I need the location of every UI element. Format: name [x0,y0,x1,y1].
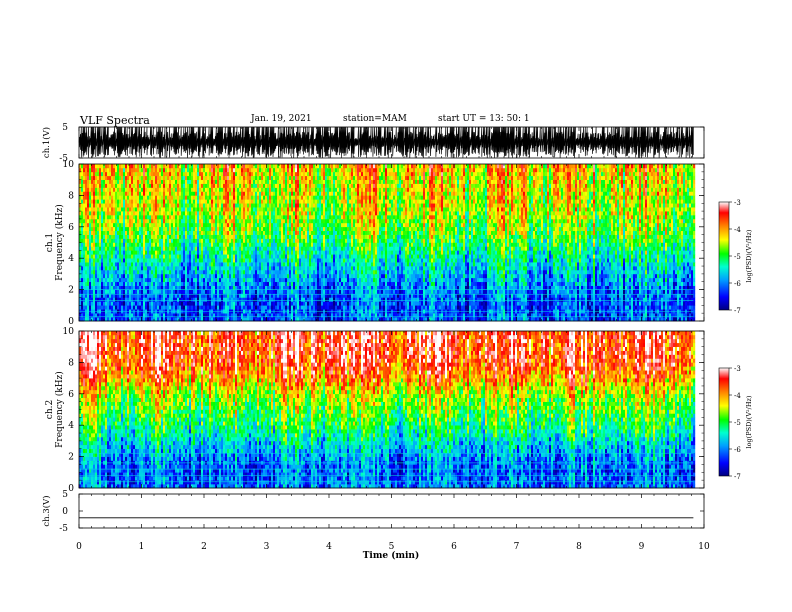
colorbar-ticks [729,202,732,476]
ch2-y-tick-label: 10 [63,327,75,337]
ch2-y-tick-label: 4 [68,421,74,431]
ch1-y-tick-label: 6 [68,223,74,233]
x-tick-label: 9 [639,542,645,552]
x-tick-label: 0 [76,542,82,552]
ch1-channel-label: ch.1 [45,233,55,252]
ch2-frequency-label: Frequency (kHz) [54,371,65,448]
x-tick-label: 6 [451,542,457,552]
ch1-colorbar-tick-label: -7 [734,307,741,315]
ch1-y-tick-label: 0 [68,317,74,327]
x-tick-label: 8 [576,542,582,552]
ch1-wave-y-tick-label: -5 [59,154,68,164]
x-tick-label: 10 [698,542,710,552]
ch2-colorbar [719,368,729,476]
ch1-y-tick-label: 8 [68,191,74,201]
ch2-colorbar-tick-label: -5 [734,419,741,427]
ch2-colorbar-tick-label: -3 [734,365,741,373]
ch1-spectrogram-plot [79,164,695,321]
ch3-waveform-frame [79,494,704,528]
x-tick-label: 4 [326,542,332,552]
ch2-y-tick-label: 0 [68,484,74,494]
x-tick-label: 3 [264,542,270,552]
ch1-y-tick-label: 2 [68,286,74,296]
ch1-colorbar-tick-label: -6 [734,280,741,288]
ch2-colorbar-tick-label: -4 [734,392,741,400]
ch1-colorbar-label: log(PSD)(V²/Hz) [745,229,753,282]
ch2-y-tick-label: 8 [68,358,74,368]
ch1-colorbar-tick-label: -4 [734,226,741,234]
ch2-colorbar-label: log(PSD)(V²/Hz) [745,395,753,448]
ch1-wave-y-tick-label: 5 [62,123,68,133]
ch2-colorbar-tick-label: -7 [734,473,741,481]
ch1-wave-y-label: ch.1(V) [41,127,52,158]
x-axis-label: Time (min) [363,550,420,561]
ch2-colorbar-tick-label: -6 [734,446,741,454]
ch1-colorbar-tick-label: -5 [734,253,741,261]
ch3-wave-y-tick-label: 5 [62,490,68,500]
ch1-y-tick-label: 4 [68,254,74,264]
ch3-wave-y-label: ch.3(V) [41,495,52,526]
ch3-wave-y-tick-label: -5 [59,524,68,534]
ch1-colorbar-tick-label: -3 [734,199,741,207]
ch3-wave-y-tick-label: 0 [62,507,68,517]
ch2-spectrogram-plot [79,331,695,488]
ch2-y-tick-label: 6 [68,390,74,400]
ch1-frequency-label: Frequency (kHz) [54,204,65,281]
x-tick-label: 2 [201,542,207,552]
x-tick-label: 1 [139,542,145,552]
ch2-y-tick-label: 2 [68,453,74,463]
x-tick-label: 7 [514,542,520,552]
ch2-channel-label: ch.2 [45,400,55,419]
ch1-colorbar [719,202,729,310]
